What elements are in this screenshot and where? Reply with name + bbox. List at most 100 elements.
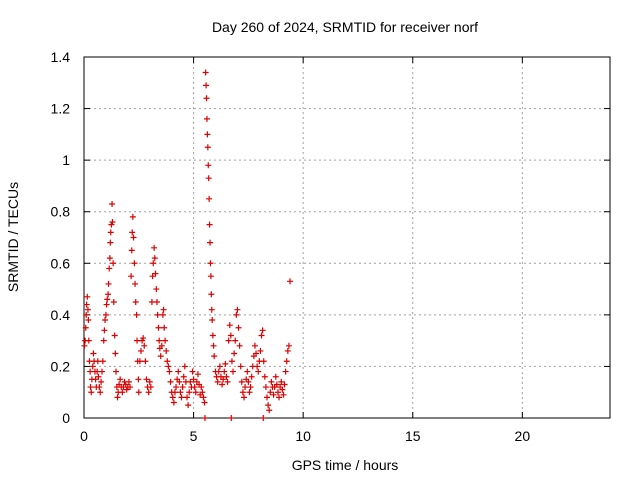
data-point <box>165 363 172 370</box>
data-point <box>206 195 213 202</box>
data-point <box>159 311 166 318</box>
data-point <box>242 384 249 391</box>
data-point <box>135 376 142 383</box>
data-point <box>137 347 144 354</box>
data-point <box>268 378 275 385</box>
data-point <box>227 332 234 339</box>
data-point <box>274 389 281 396</box>
data-point <box>156 337 163 344</box>
data-point <box>153 286 160 293</box>
data-point <box>208 291 215 298</box>
data-point <box>278 378 285 385</box>
data-point <box>214 378 221 385</box>
data-point <box>237 363 244 370</box>
data-point <box>204 144 211 151</box>
data-point <box>223 373 230 380</box>
data-point <box>129 229 136 236</box>
data-point <box>190 376 197 383</box>
data-point <box>259 327 266 334</box>
data-point <box>236 342 243 349</box>
data-point <box>179 384 186 391</box>
data-point <box>261 373 268 380</box>
data-point <box>285 342 292 349</box>
data-point <box>171 389 178 396</box>
data-point <box>176 378 183 385</box>
data-point <box>128 247 135 254</box>
data-point <box>85 317 92 324</box>
x-tick-labels: 0 5 10 15 20 <box>80 428 530 444</box>
data-point <box>260 415 267 421</box>
data-point <box>145 389 152 396</box>
x-tick-label: 10 <box>295 428 311 444</box>
data-point <box>211 353 218 360</box>
y-tick-label: 0 <box>62 410 70 426</box>
data-point <box>255 368 262 375</box>
data-point <box>279 386 286 393</box>
data-point <box>207 239 214 246</box>
data-point <box>131 260 138 267</box>
data-point <box>167 378 174 385</box>
data-point <box>233 311 240 318</box>
data-point <box>234 306 241 313</box>
y-axis-label: SRMTID / TECUs <box>5 182 21 292</box>
data-point <box>84 293 91 300</box>
data-point <box>267 389 274 396</box>
data-point <box>85 337 92 344</box>
data-point <box>253 350 260 357</box>
data-point <box>81 342 88 349</box>
data-point <box>205 175 212 182</box>
data-point <box>130 234 137 241</box>
data-point <box>262 384 269 391</box>
data-point <box>232 337 239 344</box>
data-point <box>245 378 252 385</box>
data-point <box>150 260 157 267</box>
data-point <box>225 337 232 344</box>
data-point <box>191 384 198 391</box>
data-point <box>98 378 105 385</box>
data-point <box>238 378 245 385</box>
data-point <box>132 298 139 305</box>
y-tick-label: 0.8 <box>51 204 71 220</box>
data-point <box>240 394 247 401</box>
data-point <box>154 311 161 318</box>
data-point <box>109 219 116 226</box>
data-point <box>257 347 264 354</box>
data-point <box>158 342 165 349</box>
axis-ticks <box>83 56 610 419</box>
data-point <box>272 373 279 380</box>
y-tick-label: 1.4 <box>51 49 71 65</box>
data-point <box>151 255 158 262</box>
data-point <box>83 311 90 318</box>
data-point <box>101 327 108 334</box>
data-point <box>224 378 231 385</box>
data-point <box>209 317 216 324</box>
data-point <box>235 324 242 331</box>
data-point <box>228 358 235 365</box>
data-point <box>151 244 158 251</box>
data-point <box>192 389 199 396</box>
data-point <box>219 381 226 388</box>
data-point <box>177 389 184 396</box>
data-point <box>273 381 280 388</box>
x-tick-label: 5 <box>190 428 198 444</box>
data-point <box>102 317 109 324</box>
data-point <box>216 363 223 370</box>
data-point <box>187 378 194 385</box>
data-point <box>283 358 290 365</box>
data-point <box>109 200 116 207</box>
data-point <box>209 332 216 339</box>
x-tick-label: 20 <box>515 428 531 444</box>
data-point <box>181 363 188 370</box>
data-point <box>90 350 97 357</box>
data-point <box>228 415 235 421</box>
data-point <box>265 402 272 409</box>
data-point <box>184 394 191 401</box>
data-points <box>81 69 294 421</box>
data-point <box>82 324 89 331</box>
data-point <box>110 298 117 305</box>
data-point <box>107 239 114 246</box>
data-point <box>284 347 291 354</box>
data-point <box>210 342 217 349</box>
data-point <box>251 342 258 349</box>
